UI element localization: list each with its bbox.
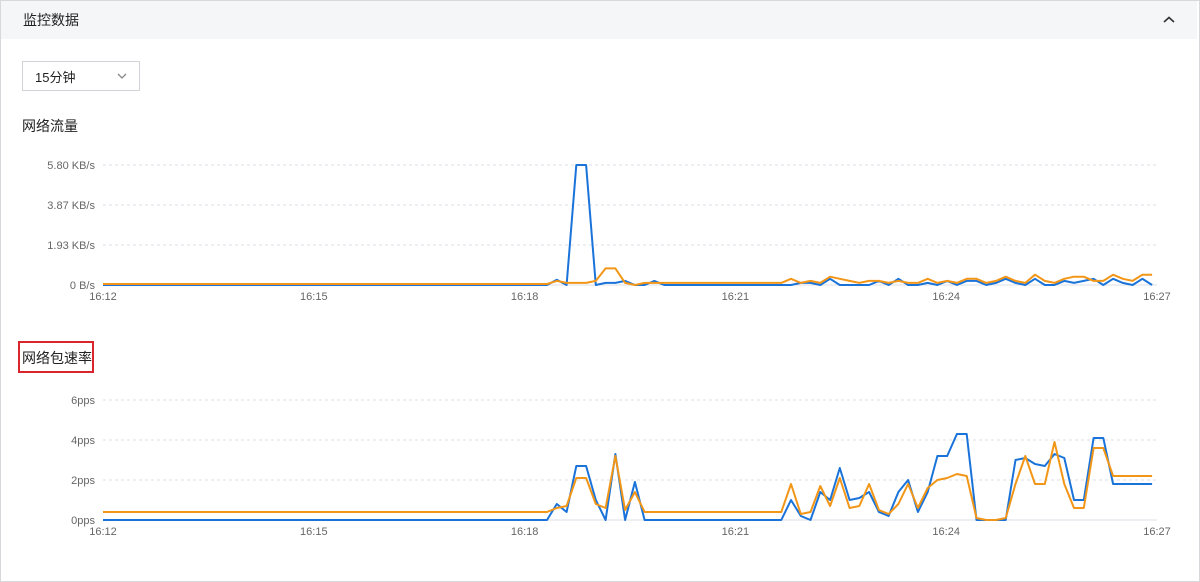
series-line-orange: [103, 267, 1153, 286]
y-tick-label: 4pps: [71, 435, 95, 447]
x-tick-label: 16:27: [1143, 291, 1171, 303]
x-tick-label: 16:27: [1143, 526, 1171, 538]
time-range-value: 15分钟: [35, 69, 76, 85]
series-line-blue: [103, 164, 1153, 286]
x-tick-label: 16:18: [511, 526, 539, 538]
series-line-blue: [103, 433, 1153, 521]
x-tick-label: 16:24: [932, 291, 960, 303]
x-tick-label: 16:24: [932, 526, 960, 538]
panel-title: 监控数据: [23, 12, 79, 28]
network-traffic-title: 网络流量: [22, 118, 78, 134]
series-line-orange: [103, 441, 1153, 521]
y-tick-label: 0 B/s: [70, 280, 96, 292]
chevron-down-icon: [117, 73, 127, 79]
y-tick-label: 6pps: [71, 395, 95, 407]
packet-rate-chart: 0pps 2pps 4pps 6pps 16:12 16:15 16:18 16:21 16:2…: [71, 395, 1171, 538]
network-traffic-chart: 0 B/s 1.93 KB/s 3.87 KB/s 5.80 KB/s 16:12 16:…: [47, 160, 1171, 303]
x-tick-label: 16:12: [89, 291, 117, 303]
x-tick-label: 16:21: [722, 526, 750, 538]
y-tick-label: 5.80 KB/s: [47, 160, 95, 172]
x-tick-label: 16:18: [511, 291, 539, 303]
y-tick-label: 0pps: [71, 515, 95, 527]
y-tick-label: 2pps: [71, 475, 95, 487]
chevron-up-icon[interactable]: [1157, 8, 1181, 32]
time-range-select[interactable]: 15分钟: [22, 61, 140, 91]
highlight-box: [18, 341, 94, 373]
x-tick-label: 16:15: [300, 291, 328, 303]
x-tick-label: 16:12: [89, 526, 117, 538]
y-tick-label: 3.87 KB/s: [47, 200, 95, 212]
panel-header: 监控数据: [1, 1, 1197, 39]
x-tick-label: 16:21: [722, 291, 750, 303]
y-tick-label: 1.93 KB/s: [47, 240, 95, 252]
packet-rate-title: 网络包速率: [22, 350, 92, 366]
x-tick-label: 16:15: [300, 526, 328, 538]
